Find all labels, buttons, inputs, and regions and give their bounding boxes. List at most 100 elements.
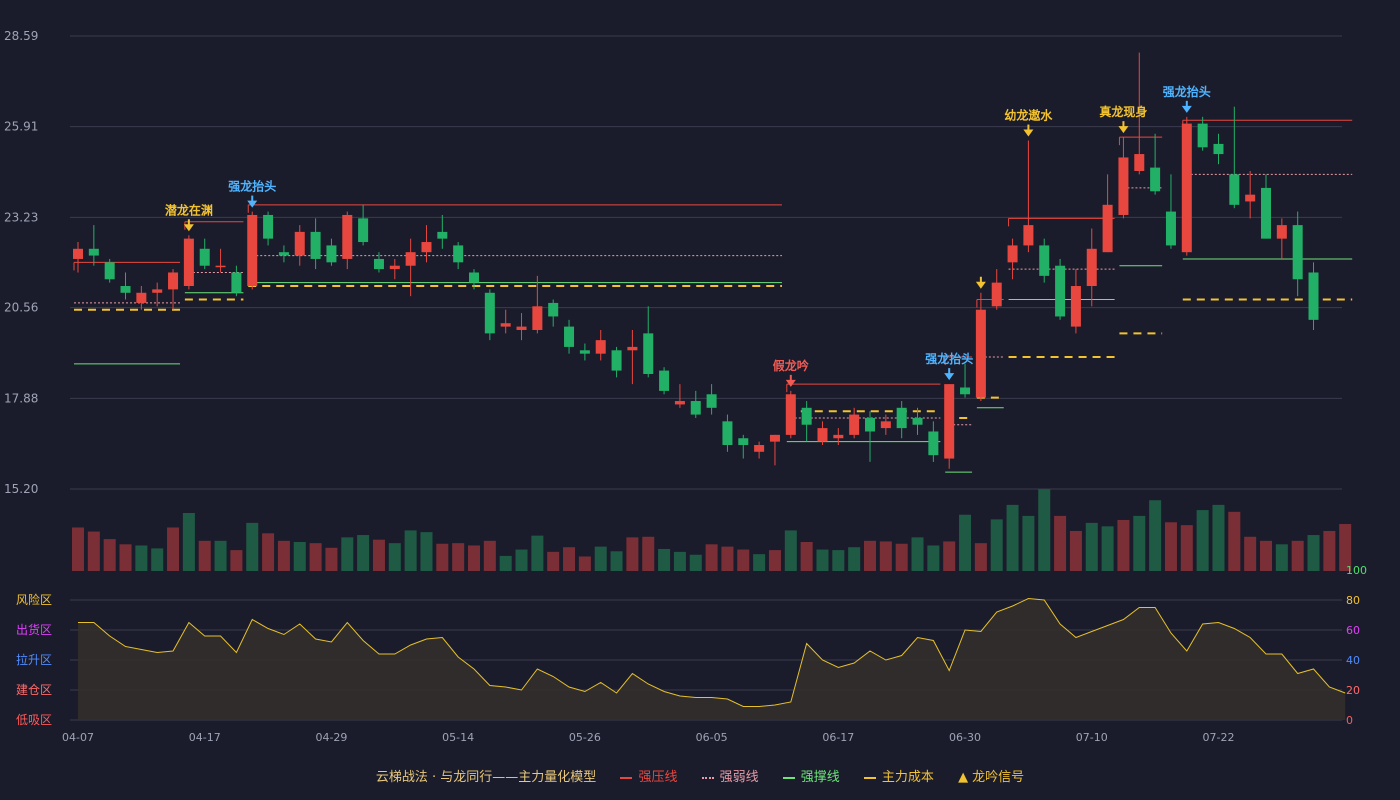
- volume-bar: [927, 545, 940, 571]
- legend-item-signal[interactable]: ▲ 龙吟信号: [958, 766, 1024, 785]
- volume-bar: [72, 527, 84, 571]
- volume-bar: [705, 544, 718, 571]
- candle-body: [484, 292, 495, 334]
- volume-bar: [1307, 535, 1320, 571]
- volume-bar: [1291, 540, 1304, 571]
- volume-bar: [1149, 500, 1162, 571]
- signal-label: 潜龙在渊: [165, 202, 213, 217]
- volume-bar: [135, 545, 148, 571]
- zone-label: 建仓区: [16, 683, 52, 697]
- volume-bar: [1164, 522, 1177, 571]
- candle-body: [1055, 265, 1066, 317]
- legend-support-label: 强撑线: [800, 770, 840, 785]
- axis-labels: 28.59 25.91 23.23 20.56 17.88 15.20 100 80 60 40 2…: [4, 29, 1367, 744]
- legend-item-cost[interactable]: 主力成本: [863, 766, 934, 785]
- candle-body: [674, 401, 685, 405]
- legend-item-support[interactable]: 强撑线: [782, 766, 840, 785]
- signal-arrow-icon: [1181, 105, 1192, 113]
- volume-bar: [87, 531, 100, 571]
- volume-bar: [689, 554, 702, 571]
- volume-bar: [1038, 489, 1051, 571]
- candle-body: [136, 292, 147, 303]
- volume-bar: [468, 545, 480, 571]
- signal-label: 幼龙遨水: [1004, 108, 1053, 123]
- volume-bar: [499, 555, 512, 571]
- volume-bar: [230, 550, 243, 571]
- legend-title: 云梯战法 · 与龙同行——主力量化模型: [375, 770, 597, 785]
- volume-bar: [753, 554, 766, 571]
- volume-bar: [737, 549, 750, 571]
- candle-body: [532, 306, 543, 330]
- candle-body: [896, 407, 907, 429]
- candle-body: [437, 231, 448, 239]
- legend-item-weak[interactable]: 强弱线: [701, 766, 759, 785]
- volume-bar: [1260, 540, 1272, 571]
- candle-body: [944, 384, 955, 459]
- volume-bar: [1180, 525, 1193, 571]
- volume-bar: [119, 544, 132, 571]
- legend-signal-label: 龙吟信号: [972, 770, 1025, 785]
- volume-bar: [879, 541, 892, 571]
- volume-bar: [325, 547, 338, 571]
- volume-bar: [848, 547, 861, 571]
- volume-bar: [1212, 504, 1225, 571]
- legend-weak-label: 强弱线: [719, 770, 759, 785]
- oscillator-area: [78, 598, 1346, 720]
- oscillator-line: [78, 597, 1346, 707]
- date-tick-label: 06-05: [696, 731, 728, 744]
- date-tick-label: 04-29: [315, 731, 347, 744]
- candle-body: [785, 394, 796, 435]
- volume-bar: [990, 519, 1003, 571]
- candle-body: [1213, 143, 1224, 155]
- osc-tick-label: 80: [1346, 594, 1360, 607]
- signal-label: 强龙抬头: [925, 351, 973, 366]
- volume-bar: [531, 535, 544, 571]
- volume-bar: [1006, 504, 1019, 571]
- signal-arrow-icon: [1118, 126, 1129, 134]
- candle-body: [263, 214, 274, 239]
- legend-item-resistance[interactable]: 强压线: [620, 766, 677, 785]
- volume-bar: [1244, 536, 1257, 571]
- cost-line-icon: [863, 776, 876, 779]
- volume-bar: [198, 540, 211, 571]
- signal-arrow-icon: [975, 281, 986, 289]
- volume-bar: [800, 542, 813, 571]
- volume-bar: [420, 532, 433, 571]
- volume-bar: [1228, 511, 1241, 571]
- candle-body: [928, 431, 939, 456]
- volume-bar: [372, 539, 385, 571]
- price-tick-label: 25.91: [4, 120, 38, 134]
- volume-bar: [277, 540, 290, 571]
- candle-body: [120, 286, 131, 293]
- volume-bar: [784, 530, 797, 571]
- candle-body: [1197, 123, 1208, 148]
- volume-bar: [1323, 530, 1336, 571]
- support-line-icon: [782, 776, 795, 779]
- date-tick-label: 07-10: [1076, 731, 1108, 744]
- signal-arrow-icon: [785, 379, 796, 387]
- candle-body: [754, 445, 765, 452]
- volume-bar: [309, 543, 322, 571]
- signal-label: 强龙抬头: [1163, 84, 1211, 99]
- candle-body: [912, 417, 923, 425]
- candle-body: [991, 282, 1002, 307]
- candle-body: [199, 248, 210, 266]
- volume-bar: [404, 530, 417, 571]
- candle-body: [73, 248, 83, 259]
- candle-body: [722, 421, 733, 446]
- volume-bar: [1339, 524, 1352, 571]
- candle-body: [880, 421, 891, 429]
- date-tick-label: 04-17: [189, 731, 221, 744]
- volume-bar: [167, 527, 180, 571]
- candle-body: [659, 370, 670, 391]
- candle-body: [849, 414, 860, 435]
- candle-body: [1229, 174, 1240, 205]
- candle-body: [421, 242, 432, 253]
- candle-body: [1070, 286, 1081, 327]
- candle-body: [469, 272, 479, 283]
- volume-bar: [1275, 544, 1288, 571]
- candle-body: [1134, 154, 1145, 171]
- volume-bar: [610, 551, 623, 571]
- date-tick-label: 05-14: [442, 731, 474, 744]
- candle-body: [975, 309, 986, 398]
